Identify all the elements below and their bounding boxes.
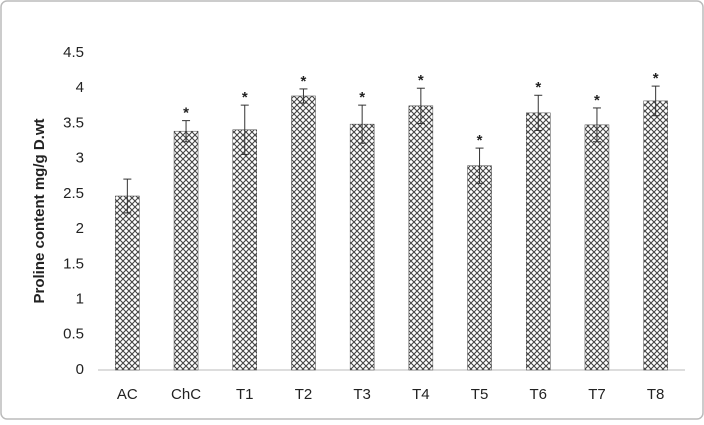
- x-tick-label: T8: [647, 386, 665, 403]
- bar: [232, 129, 257, 371]
- x-tick-label: T7: [588, 386, 606, 403]
- y-tick-label: 2.5: [63, 185, 84, 202]
- significance-mark: *: [594, 92, 600, 109]
- error-bar: [299, 88, 308, 104]
- x-tick-label: T6: [529, 386, 547, 403]
- error-bar: [182, 120, 191, 143]
- bar: [349, 123, 375, 371]
- x-tick-label: ChC: [171, 386, 201, 403]
- significance-mark: *: [242, 89, 248, 106]
- x-tick-label: T4: [412, 386, 430, 403]
- bar: [584, 124, 610, 371]
- bar: [643, 100, 668, 371]
- y-tick-label: 0: [76, 361, 84, 378]
- significance-mark: *: [301, 73, 307, 90]
- x-tick-label: T1: [236, 386, 254, 403]
- significance-mark: *: [653, 70, 659, 87]
- y-tick-label: 4.5: [63, 44, 84, 61]
- significance-mark: *: [477, 132, 483, 149]
- bar: [291, 95, 316, 371]
- bar: [408, 105, 434, 371]
- bar: [115, 195, 140, 371]
- significance-mark: *: [359, 89, 365, 106]
- y-tick-label: 3: [76, 150, 84, 167]
- error-bar: [651, 85, 660, 117]
- significance-mark: *: [183, 105, 189, 122]
- bar: [173, 130, 199, 371]
- x-tick-label: T3: [353, 386, 371, 403]
- error-bar: [534, 94, 543, 131]
- significance-mark: *: [418, 72, 424, 89]
- x-tick-label: T5: [471, 386, 489, 403]
- y-axis-label: Proline content mg/g D.wt: [31, 118, 48, 303]
- significance-mark: *: [535, 79, 541, 96]
- y-tick-label: 4: [76, 79, 84, 96]
- y-tick-label: 1.5: [63, 255, 84, 272]
- y-tick-label: 1: [76, 291, 84, 308]
- bar: [467, 165, 492, 371]
- error-bar: [240, 104, 249, 155]
- bar: [526, 112, 551, 371]
- y-tick-label: 0.5: [63, 326, 84, 343]
- x-tick-label: AC: [117, 386, 138, 403]
- error-bar: [123, 178, 132, 214]
- error-bar: [475, 147, 484, 184]
- error-bar: [358, 104, 367, 144]
- error-bar: [416, 87, 425, 124]
- error-bar: [592, 107, 601, 143]
- y-tick-label: 2: [76, 220, 84, 237]
- y-tick-label: 3.5: [63, 114, 84, 131]
- x-tick-label: T2: [295, 386, 313, 403]
